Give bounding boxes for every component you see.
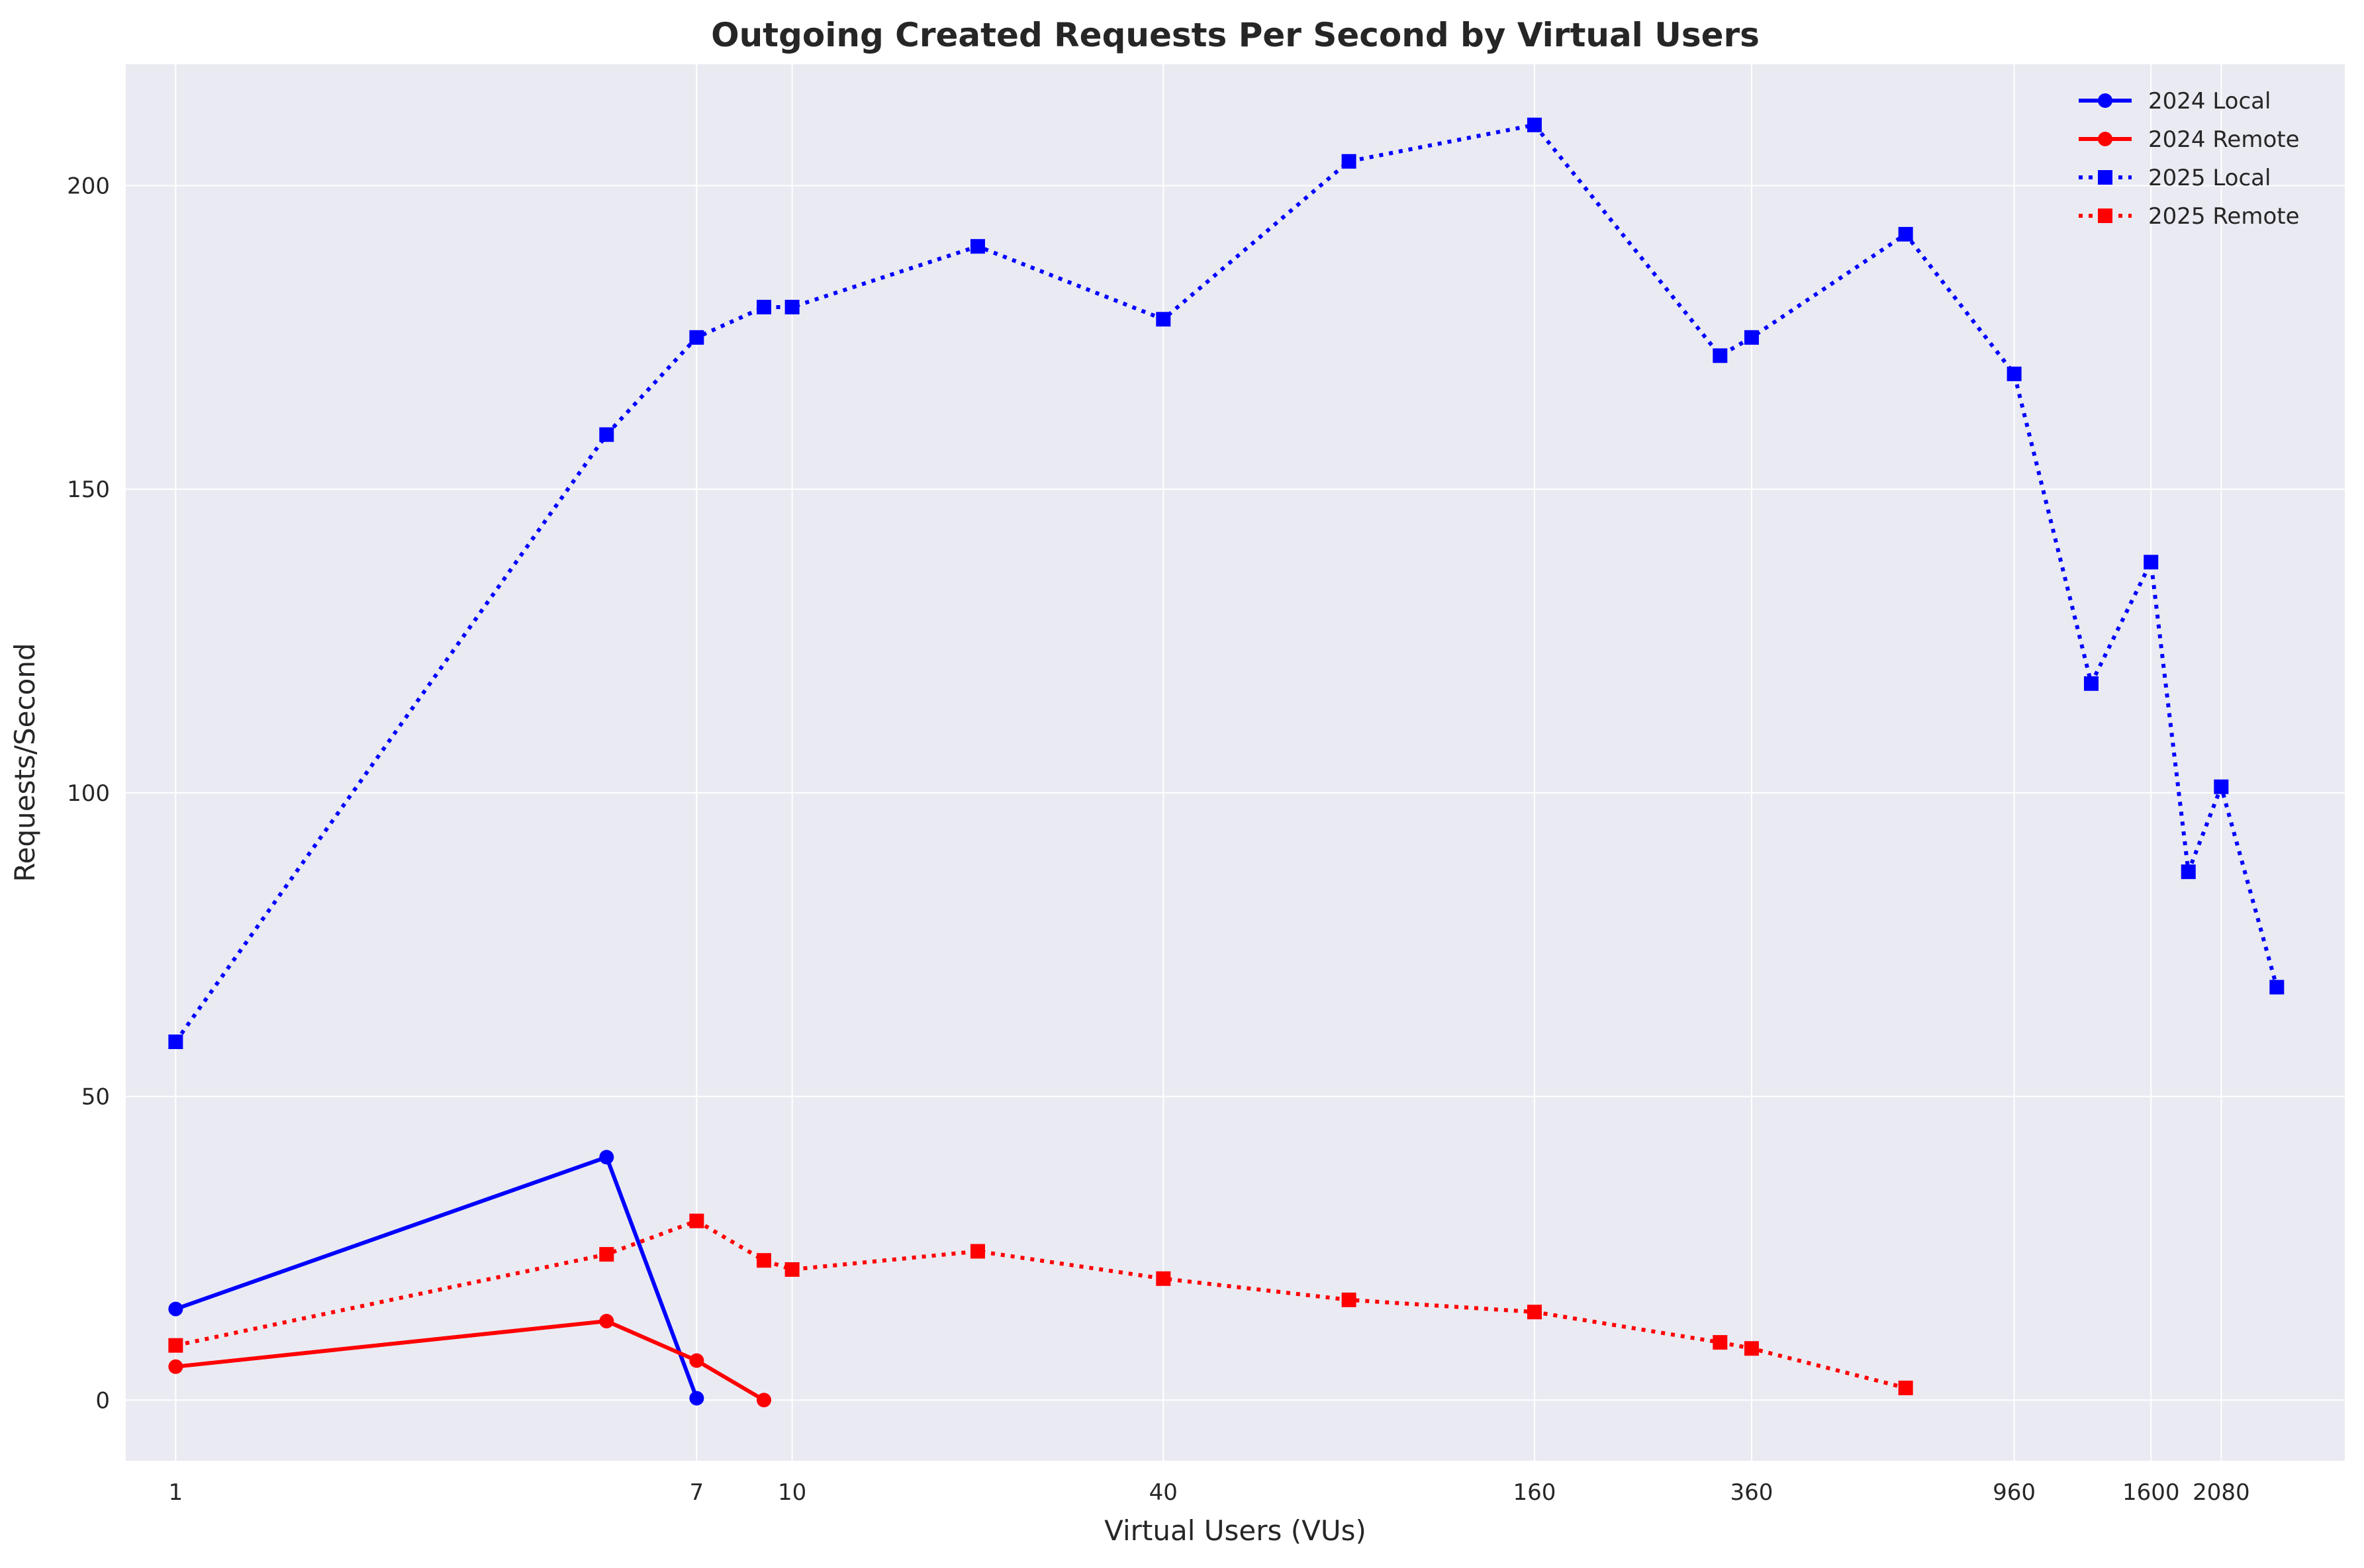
series-2024-local xyxy=(168,1150,704,1406)
legend-marker xyxy=(2098,170,2112,185)
data-point xyxy=(689,1213,704,1228)
data-point xyxy=(1898,1380,1913,1395)
series-2024-remote xyxy=(168,1314,772,1408)
data-point xyxy=(168,1338,183,1353)
x-tick-label: 2080 xyxy=(2193,1479,2250,1506)
y-axis-label: Requests/Second xyxy=(9,643,41,882)
data-point xyxy=(2007,366,2022,381)
legend-entry-label: 2025 Remote xyxy=(2148,203,2300,230)
data-point xyxy=(2144,555,2159,570)
data-point xyxy=(599,1247,614,1262)
data-point xyxy=(757,299,772,314)
x-tick-label: 960 xyxy=(1993,1479,2036,1506)
x-tick-label: 1600 xyxy=(2122,1479,2180,1506)
y-tick-label: 50 xyxy=(81,1084,110,1111)
legend-entry-label: 2025 Local xyxy=(2148,165,2271,191)
x-axis-ticks: 1 7 10 40 160 360 960 1600 2080 xyxy=(169,1479,2250,1506)
series-group xyxy=(168,117,2285,1408)
data-point xyxy=(689,1391,704,1406)
x-axis-label: Virtual Users (VUs) xyxy=(1104,1514,1366,1547)
series-2025-local xyxy=(168,117,2285,1049)
legend-marker xyxy=(2098,132,2112,146)
data-point xyxy=(1527,117,1542,132)
series-2025-remote xyxy=(168,1213,1913,1395)
x-tick-label: 360 xyxy=(1730,1479,1773,1506)
data-point xyxy=(1744,1341,1759,1356)
data-point xyxy=(1341,1292,1356,1307)
data-point xyxy=(599,427,614,442)
data-point xyxy=(757,1253,772,1268)
data-point xyxy=(784,1262,800,1277)
legend-marker xyxy=(2098,208,2112,223)
data-point xyxy=(689,330,704,345)
grid xyxy=(126,64,2345,1461)
chart-title: Outgoing Created Requests Per Second by … xyxy=(711,16,1760,54)
x-tick-label: 1 xyxy=(169,1479,183,1506)
legend-marker xyxy=(2098,93,2112,108)
data-point xyxy=(2083,676,2099,691)
series-line xyxy=(175,1319,765,1402)
data-point xyxy=(599,1314,614,1328)
data-point xyxy=(1744,330,1759,345)
data-point xyxy=(1527,1305,1542,1320)
data-point xyxy=(2181,864,2196,880)
data-point xyxy=(1156,1271,1171,1286)
legend: 2024 Local 2024 Remote 2025 Local 2025 Remo… xyxy=(2079,88,2300,230)
data-point xyxy=(757,1393,772,1408)
data-point xyxy=(970,239,985,254)
x-tick-label: 160 xyxy=(1513,1479,1556,1506)
y-tick-label: 100 xyxy=(67,780,110,807)
data-point xyxy=(1713,348,1728,363)
data-point xyxy=(970,1244,985,1259)
series-line xyxy=(175,1219,1907,1390)
x-tick-label: 40 xyxy=(1149,1479,1178,1506)
plot-area xyxy=(126,64,2345,1461)
data-point xyxy=(168,1301,183,1316)
data-point xyxy=(2269,980,2285,995)
data-point xyxy=(1156,312,1171,327)
x-tick-label: 7 xyxy=(690,1479,704,1506)
y-tick-label: 200 xyxy=(67,173,110,199)
data-point xyxy=(599,1150,614,1165)
data-point xyxy=(168,1035,183,1049)
legend-entry-label: 2024 Local xyxy=(2148,88,2271,115)
data-point xyxy=(689,1353,704,1368)
y-tick-label: 0 xyxy=(95,1387,110,1414)
data-point xyxy=(1341,154,1356,169)
x-tick-label: 10 xyxy=(778,1479,806,1506)
y-tick-label: 150 xyxy=(67,477,110,503)
data-point xyxy=(784,299,800,314)
data-point xyxy=(1713,1335,1728,1350)
data-point xyxy=(2214,779,2229,794)
data-point xyxy=(168,1359,183,1374)
data-point xyxy=(1898,226,1913,242)
y-axis-ticks: 0 50 100 150 200 xyxy=(67,173,110,1414)
legend-entry-label: 2024 Remote xyxy=(2148,126,2300,153)
